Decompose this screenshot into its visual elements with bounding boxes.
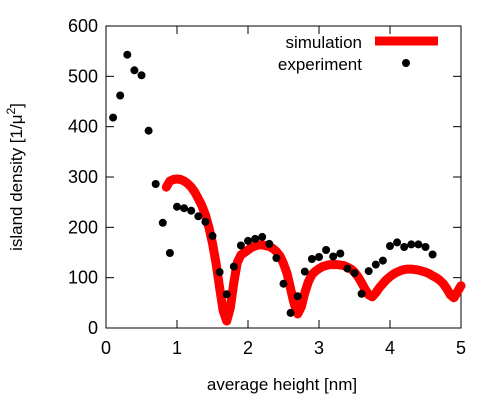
x-tick-label: 4 bbox=[385, 338, 395, 358]
experiment-point bbox=[350, 269, 359, 278]
experiment-point bbox=[421, 243, 430, 251]
experiment-point bbox=[293, 292, 302, 301]
x-tick-label: 2 bbox=[243, 338, 253, 358]
experiment-point bbox=[315, 253, 323, 261]
experiment-point bbox=[137, 71, 146, 80]
experiment-point bbox=[378, 256, 387, 265]
experiment-point bbox=[123, 50, 132, 59]
experiment-point bbox=[130, 66, 139, 75]
y-axis-label: island density [1/μ2] bbox=[4, 103, 26, 251]
experiment-point bbox=[336, 249, 345, 258]
x-axis-label: average height [nm] bbox=[207, 375, 357, 394]
experiment-point bbox=[286, 308, 295, 317]
experiment-point bbox=[400, 243, 409, 251]
experiment-point bbox=[201, 217, 210, 226]
y-axis-label-end: ] bbox=[7, 103, 26, 108]
y-tick-label: 300 bbox=[68, 167, 98, 187]
experiment-point bbox=[258, 232, 267, 241]
y-axis: 0 100 200 300 400 500 600 bbox=[68, 16, 461, 338]
simulation-line bbox=[161, 174, 466, 326]
x-tick-label: 3 bbox=[314, 338, 324, 358]
experiment-point bbox=[343, 264, 352, 273]
experiment-point bbox=[109, 113, 118, 122]
experiment-point bbox=[279, 279, 288, 288]
experiment-series bbox=[109, 50, 437, 317]
experiment-point bbox=[386, 242, 394, 250]
experiment-point bbox=[222, 290, 231, 299]
legend-marker-experiment bbox=[402, 59, 410, 67]
y-tick-label: 100 bbox=[68, 268, 98, 288]
experiment-point bbox=[329, 252, 338, 261]
y-tick-label: 600 bbox=[68, 16, 98, 36]
experiment-point bbox=[158, 218, 167, 227]
experiment-point bbox=[407, 240, 416, 249]
x-tick-label: 5 bbox=[456, 338, 466, 358]
experiment-point bbox=[187, 206, 196, 215]
experiment-point bbox=[215, 268, 224, 277]
legend-label-simulation: simulation bbox=[285, 33, 362, 52]
experiment-point bbox=[144, 126, 153, 135]
experiment-point bbox=[322, 246, 331, 254]
experiment-point bbox=[229, 262, 238, 271]
experiment-point bbox=[357, 289, 366, 298]
x-axis: 0 1 2 3 4 5 bbox=[101, 26, 466, 358]
experiment-point bbox=[165, 249, 174, 257]
experiment-point bbox=[180, 204, 189, 213]
y-axis-label-main: island density [1/μ bbox=[7, 114, 26, 250]
y-tick-label: 200 bbox=[68, 217, 98, 237]
experiment-point bbox=[116, 91, 125, 100]
experiment-point bbox=[173, 202, 181, 211]
experiment-point bbox=[364, 267, 373, 276]
simulation-series bbox=[161, 174, 466, 326]
x-tick-label: 1 bbox=[172, 338, 182, 358]
legend-label-experiment: experiment bbox=[278, 55, 362, 74]
y-tick-label: 500 bbox=[68, 66, 98, 86]
experiment-point bbox=[414, 240, 423, 249]
experiment-point bbox=[300, 267, 309, 276]
experiment-point bbox=[151, 180, 160, 188]
experiment-point bbox=[244, 236, 252, 245]
y-tick-label: 0 bbox=[88, 318, 98, 338]
experiment-point bbox=[208, 231, 217, 240]
experiment-point bbox=[307, 255, 316, 263]
experiment-point bbox=[265, 239, 274, 248]
y-tick-label: 400 bbox=[68, 117, 98, 137]
x-tick-label: 0 bbox=[101, 338, 111, 358]
experiment-point bbox=[236, 241, 245, 250]
experiment-point bbox=[393, 238, 402, 247]
experiment-point bbox=[371, 260, 380, 269]
experiment-point bbox=[428, 250, 437, 259]
experiment-point bbox=[251, 234, 260, 243]
y-axis-label-superscript: 2 bbox=[4, 107, 18, 114]
experiment-point bbox=[272, 254, 281, 262]
experiment-point bbox=[194, 212, 203, 221]
legend: simulation experiment bbox=[278, 33, 438, 74]
